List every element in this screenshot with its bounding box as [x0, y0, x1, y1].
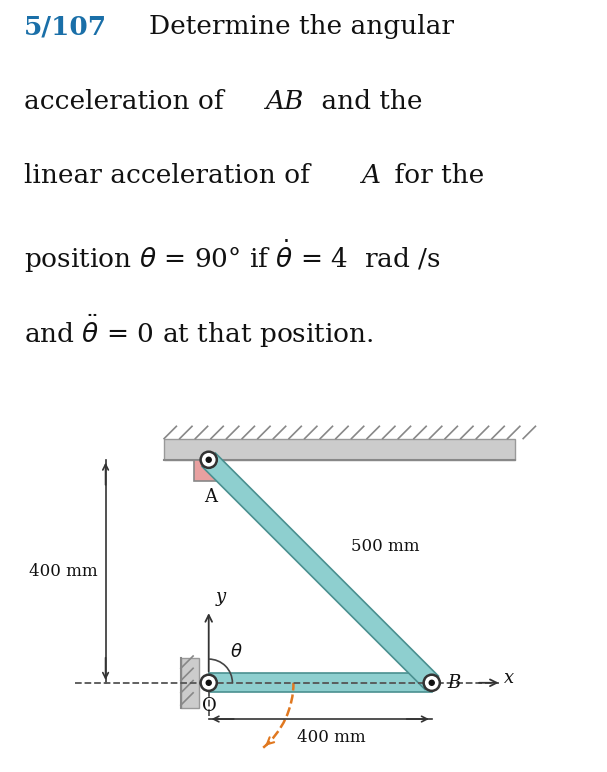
Text: O: O [203, 697, 217, 716]
Text: Determine the angular: Determine the angular [149, 14, 453, 39]
Text: 400 mm: 400 mm [297, 729, 365, 746]
Text: 500 mm: 500 mm [351, 537, 419, 555]
Text: y: y [215, 587, 226, 606]
Circle shape [206, 680, 211, 686]
Circle shape [201, 452, 217, 468]
Text: x: x [504, 669, 514, 687]
Text: $\theta$: $\theta$ [230, 643, 243, 661]
Text: AB: AB [265, 89, 303, 113]
Bar [181, 658, 198, 708]
Text: linear acceleration of: linear acceleration of [24, 164, 319, 188]
Text: B: B [447, 674, 461, 692]
Polygon shape [202, 453, 438, 689]
Text: 5/107: 5/107 [24, 14, 107, 39]
Circle shape [424, 675, 440, 691]
Bar [164, 438, 515, 460]
Text: 400 mm: 400 mm [29, 563, 97, 580]
Text: position $\theta$ = 90° if $\dot{\theta}$ = 4  rad /s: position $\theta$ = 90° if $\dot{\theta}… [24, 238, 441, 276]
Circle shape [201, 675, 217, 691]
Bar [194, 460, 223, 481]
Circle shape [206, 457, 211, 462]
Circle shape [429, 680, 434, 686]
Bar [209, 673, 432, 692]
Text: and the: and the [313, 89, 422, 113]
Text: acceleration of: acceleration of [24, 89, 232, 113]
Text: and $\ddot{\theta}$ = 0 at that position.: and $\ddot{\theta}$ = 0 at that position… [24, 313, 374, 350]
Text: A: A [204, 488, 217, 506]
Text: for the: for the [386, 164, 484, 188]
Text: A: A [361, 164, 379, 188]
